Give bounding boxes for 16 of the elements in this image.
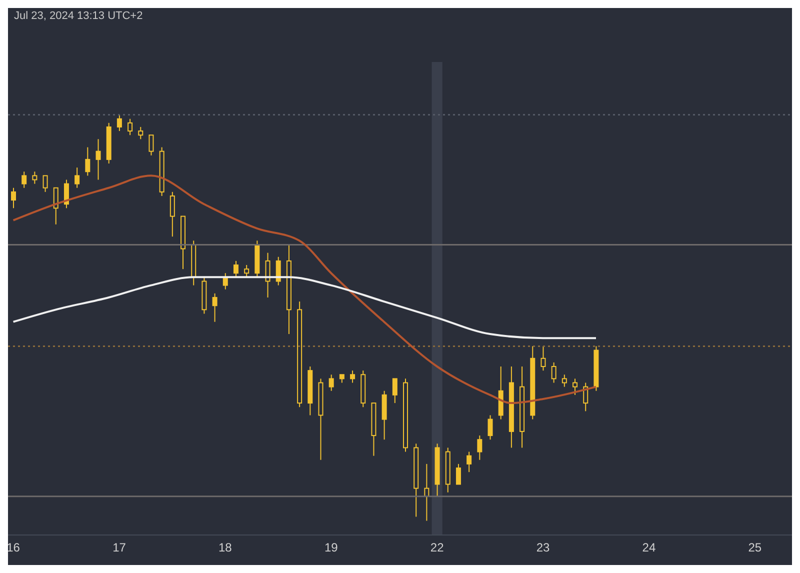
x-tick-label: 24 — [642, 540, 656, 555]
text: Jul 23, 2024 13:13 UTC+2 — [14, 10, 143, 22]
candlestick — [498, 366, 504, 420]
x-tick-label: 19 — [324, 540, 338, 555]
x-tick-label: 23 — [536, 540, 550, 555]
x-tick-label: 17 — [112, 540, 126, 555]
candlestick — [530, 346, 536, 420]
candlestick — [286, 244, 292, 335]
x-tick-label: 22 — [430, 540, 444, 555]
x-tick-label: 25 — [748, 540, 762, 555]
candlestick — [508, 366, 514, 448]
x-tick-label: 18 — [218, 540, 232, 555]
candlestick — [265, 252, 270, 298]
candlestick — [96, 138, 101, 180]
candlestick — [445, 447, 450, 493]
candlestick — [520, 366, 525, 448]
